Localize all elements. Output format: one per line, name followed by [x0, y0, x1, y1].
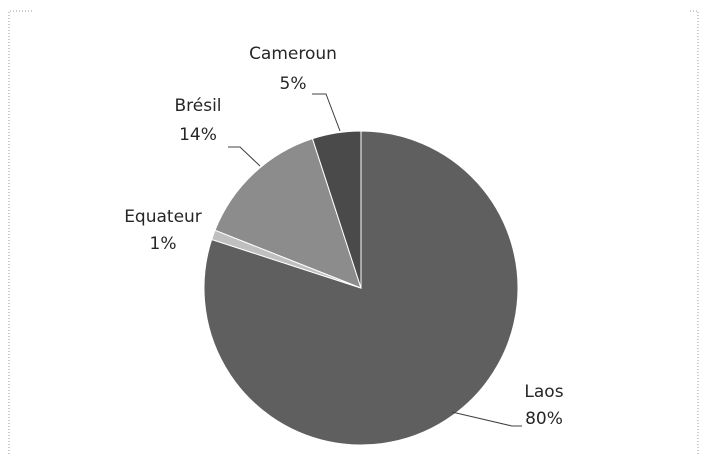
slice-category-label: Cameroun [249, 44, 337, 64]
slice-percent-label: 1% [150, 234, 177, 254]
pie-slices [203, 130, 519, 446]
leader-line-2 [228, 146, 261, 167]
chart-border [8, 10, 699, 454]
pie-slice-cameroun [311, 130, 362, 289]
slice-category-label: Equateur [124, 207, 202, 227]
pie-slice-laos [203, 130, 519, 446]
leader-lines [228, 93, 522, 427]
leader-line-3 [312, 93, 341, 132]
slice-percent-label: 14% [179, 125, 217, 145]
slice-percent-label: 5% [280, 74, 307, 94]
slice-category-label: Laos [524, 382, 563, 402]
leader-line-0 [451, 411, 522, 427]
slice-percent-label: 80% [525, 409, 563, 429]
slice-labels: Laos 80% Equateur 1% Brésil 14% Cameroun 5% [124, 44, 564, 429]
slice-category-label: Brésil [174, 96, 221, 116]
